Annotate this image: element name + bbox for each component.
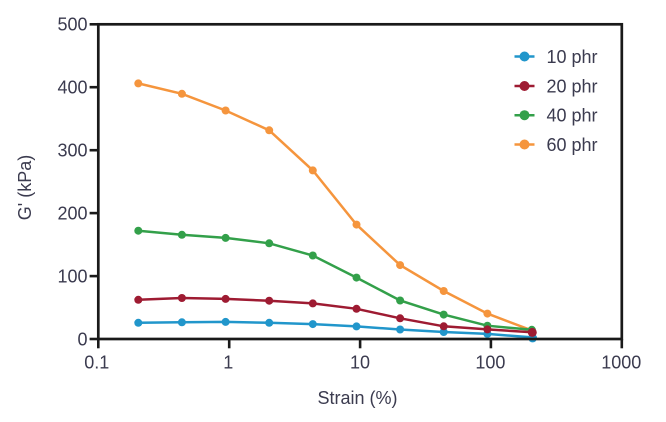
svg-text:100: 100 — [57, 266, 87, 286]
svg-text:10 phr: 10 phr — [547, 47, 598, 67]
svg-text:100: 100 — [475, 353, 505, 373]
svg-text:G' (kPa): G' (kPa) — [15, 155, 35, 220]
svg-text:40 phr: 40 phr — [547, 106, 598, 126]
svg-text:20 phr: 20 phr — [547, 76, 598, 96]
svg-text:60 phr: 60 phr — [547, 135, 598, 155]
svg-text:500: 500 — [57, 15, 87, 35]
svg-text:300: 300 — [57, 141, 87, 161]
svg-text:Strain (%): Strain (%) — [317, 388, 397, 408]
svg-text:10: 10 — [350, 353, 370, 373]
svg-text:0: 0 — [77, 329, 87, 349]
svg-text:1000: 1000 — [601, 353, 641, 373]
svg-text:0.1: 0.1 — [84, 353, 109, 373]
svg-text:400: 400 — [57, 78, 87, 98]
svg-text:200: 200 — [57, 203, 87, 223]
svg-text:1: 1 — [223, 353, 233, 373]
